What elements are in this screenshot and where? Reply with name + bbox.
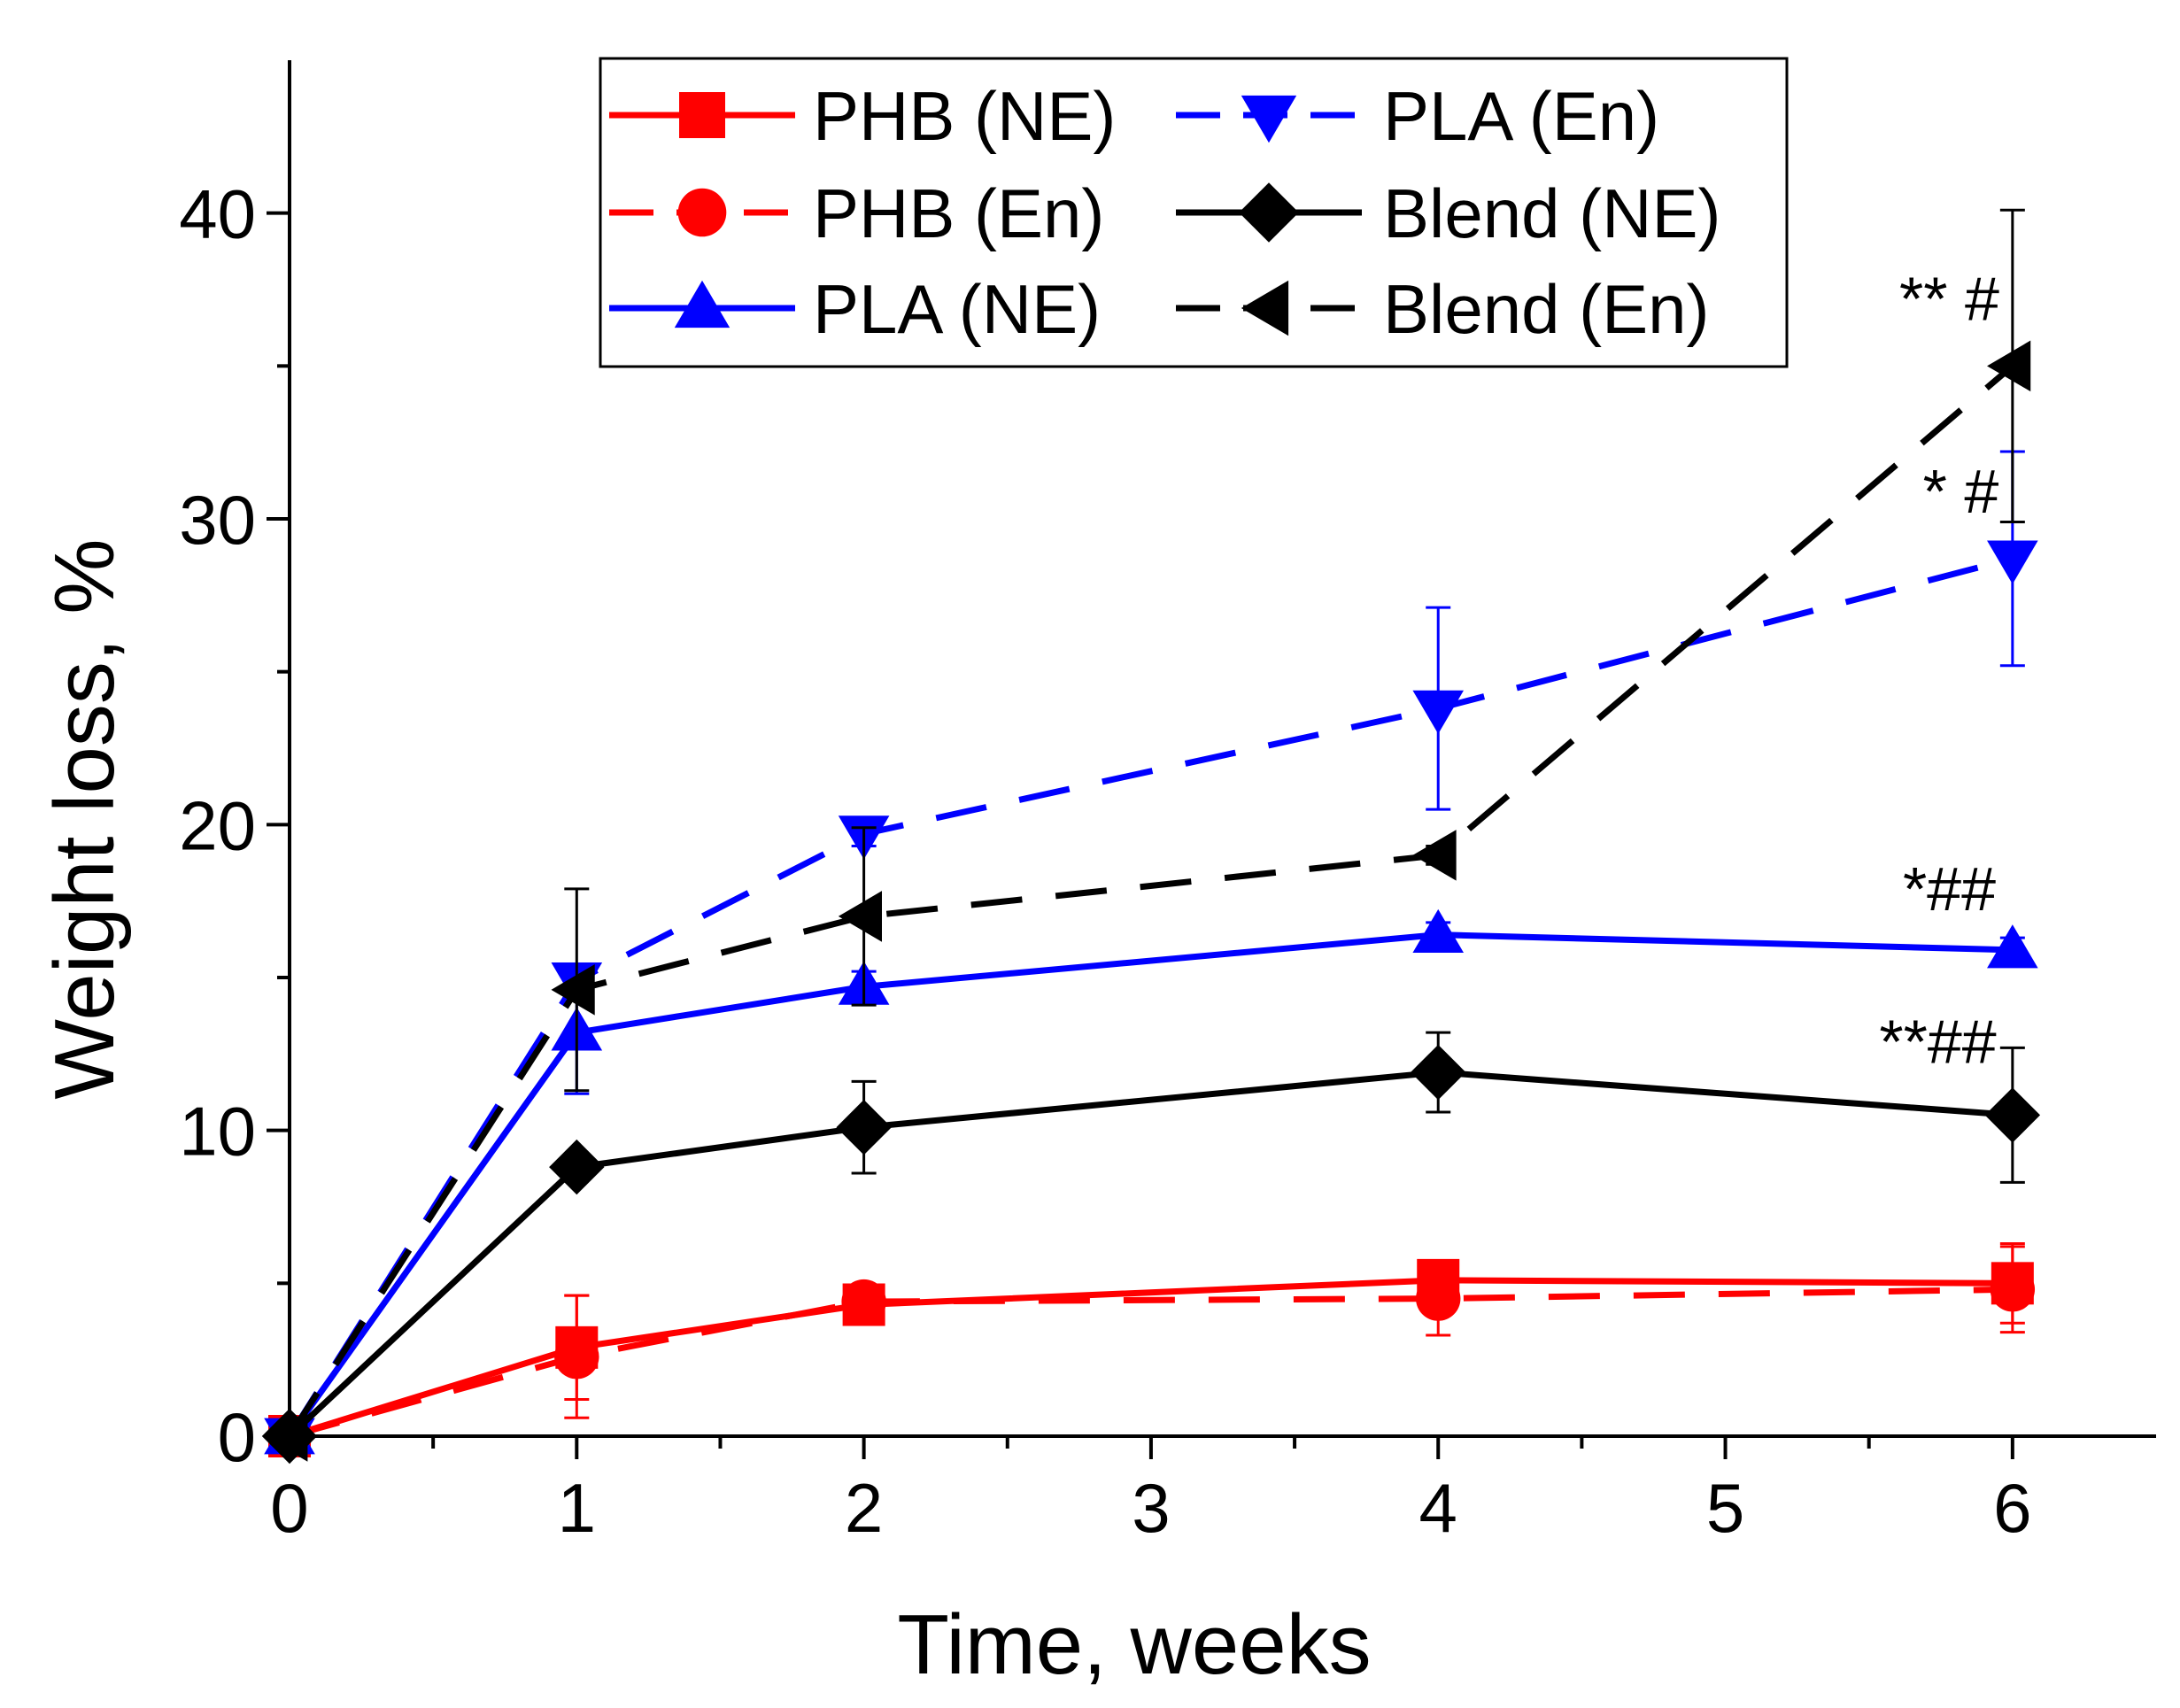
data-point [1987, 340, 2031, 392]
significance-annotation: *## [1903, 854, 1996, 924]
data-point [1987, 540, 2038, 584]
data-point [841, 1279, 886, 1325]
legend-label: PLA (En) [1383, 77, 1659, 155]
x-axis-title: Time, weeks [897, 1597, 1371, 1692]
y-tick-label: 40 [179, 175, 256, 253]
x-tick-label: 0 [270, 1469, 308, 1547]
legend-label: PHB (NE) [813, 77, 1116, 155]
x-tick-label: 4 [1419, 1469, 1457, 1547]
x-tick-label: 2 [845, 1469, 883, 1547]
data-point [1984, 1087, 2041, 1143]
legend-marker [1239, 182, 1299, 243]
data-point [836, 1100, 892, 1155]
data-point [1416, 1276, 1461, 1321]
significance-annotation: * # [1923, 457, 1999, 526]
legend-marker [679, 92, 725, 138]
data-point [549, 1139, 605, 1195]
x-tick-label: 5 [1706, 1469, 1744, 1547]
data-point [1987, 924, 2038, 969]
data-point [1412, 908, 1465, 954]
series-pla-en [264, 450, 2038, 1462]
data-point [1411, 1044, 1466, 1101]
data-point [551, 964, 595, 1016]
y-axis-title: Weight loss, % [37, 538, 132, 1099]
series-line [287, 555, 2014, 1438]
data-point [1990, 1267, 2036, 1312]
series-phb-ne [268, 1241, 2034, 1457]
legend-label: PLA (NE) [813, 270, 1101, 348]
series-line [287, 363, 2015, 1438]
legend: PHB (NE) PLA (En) PHB (En) Blend (NE) PLA (N… [599, 57, 1789, 368]
data-point [1412, 690, 1465, 734]
x-tick-label: 6 [1993, 1469, 2031, 1547]
y-tick-label: 10 [179, 1093, 256, 1171]
series-blend-en [264, 208, 2031, 1462]
series-layer [261, 208, 2041, 1465]
legend-label: Blend (En) [1383, 270, 1710, 348]
data-point [1412, 830, 1457, 881]
series-phb-en [267, 1245, 2036, 1459]
legend-marker [1241, 280, 1289, 336]
data-point [264, 1410, 308, 1462]
x-tick-label: 3 [1132, 1469, 1170, 1547]
significance-annotation: **## [1879, 1008, 1996, 1077]
series-line [287, 1069, 2014, 1439]
legend-label: Blend (NE) [1383, 174, 1720, 252]
legend-label: PHB (En) [813, 174, 1104, 252]
y-tick-label: 0 [218, 1398, 256, 1476]
x-tick-label: 1 [558, 1469, 596, 1547]
data-point [838, 891, 883, 942]
annotations-layer: ** # * # *## **## [1879, 265, 1999, 1077]
significance-annotation: ** # [1899, 265, 1999, 334]
legend-marker [1241, 95, 1297, 143]
y-tick-label: 20 [179, 786, 256, 864]
legend-marker [674, 280, 731, 328]
data-point [554, 1334, 599, 1380]
series-pla-ne [264, 908, 2038, 1455]
series-line [288, 1277, 2013, 1440]
legend-marker [677, 188, 727, 237]
series-line [287, 931, 2013, 1439]
y-tick-label: 30 [179, 481, 256, 559]
axes: 0 1 2 3 4 5 6 0 10 20 30 40 Time, weeks Weight loss, … [37, 60, 2156, 1692]
series-line [289, 1286, 2013, 1440]
